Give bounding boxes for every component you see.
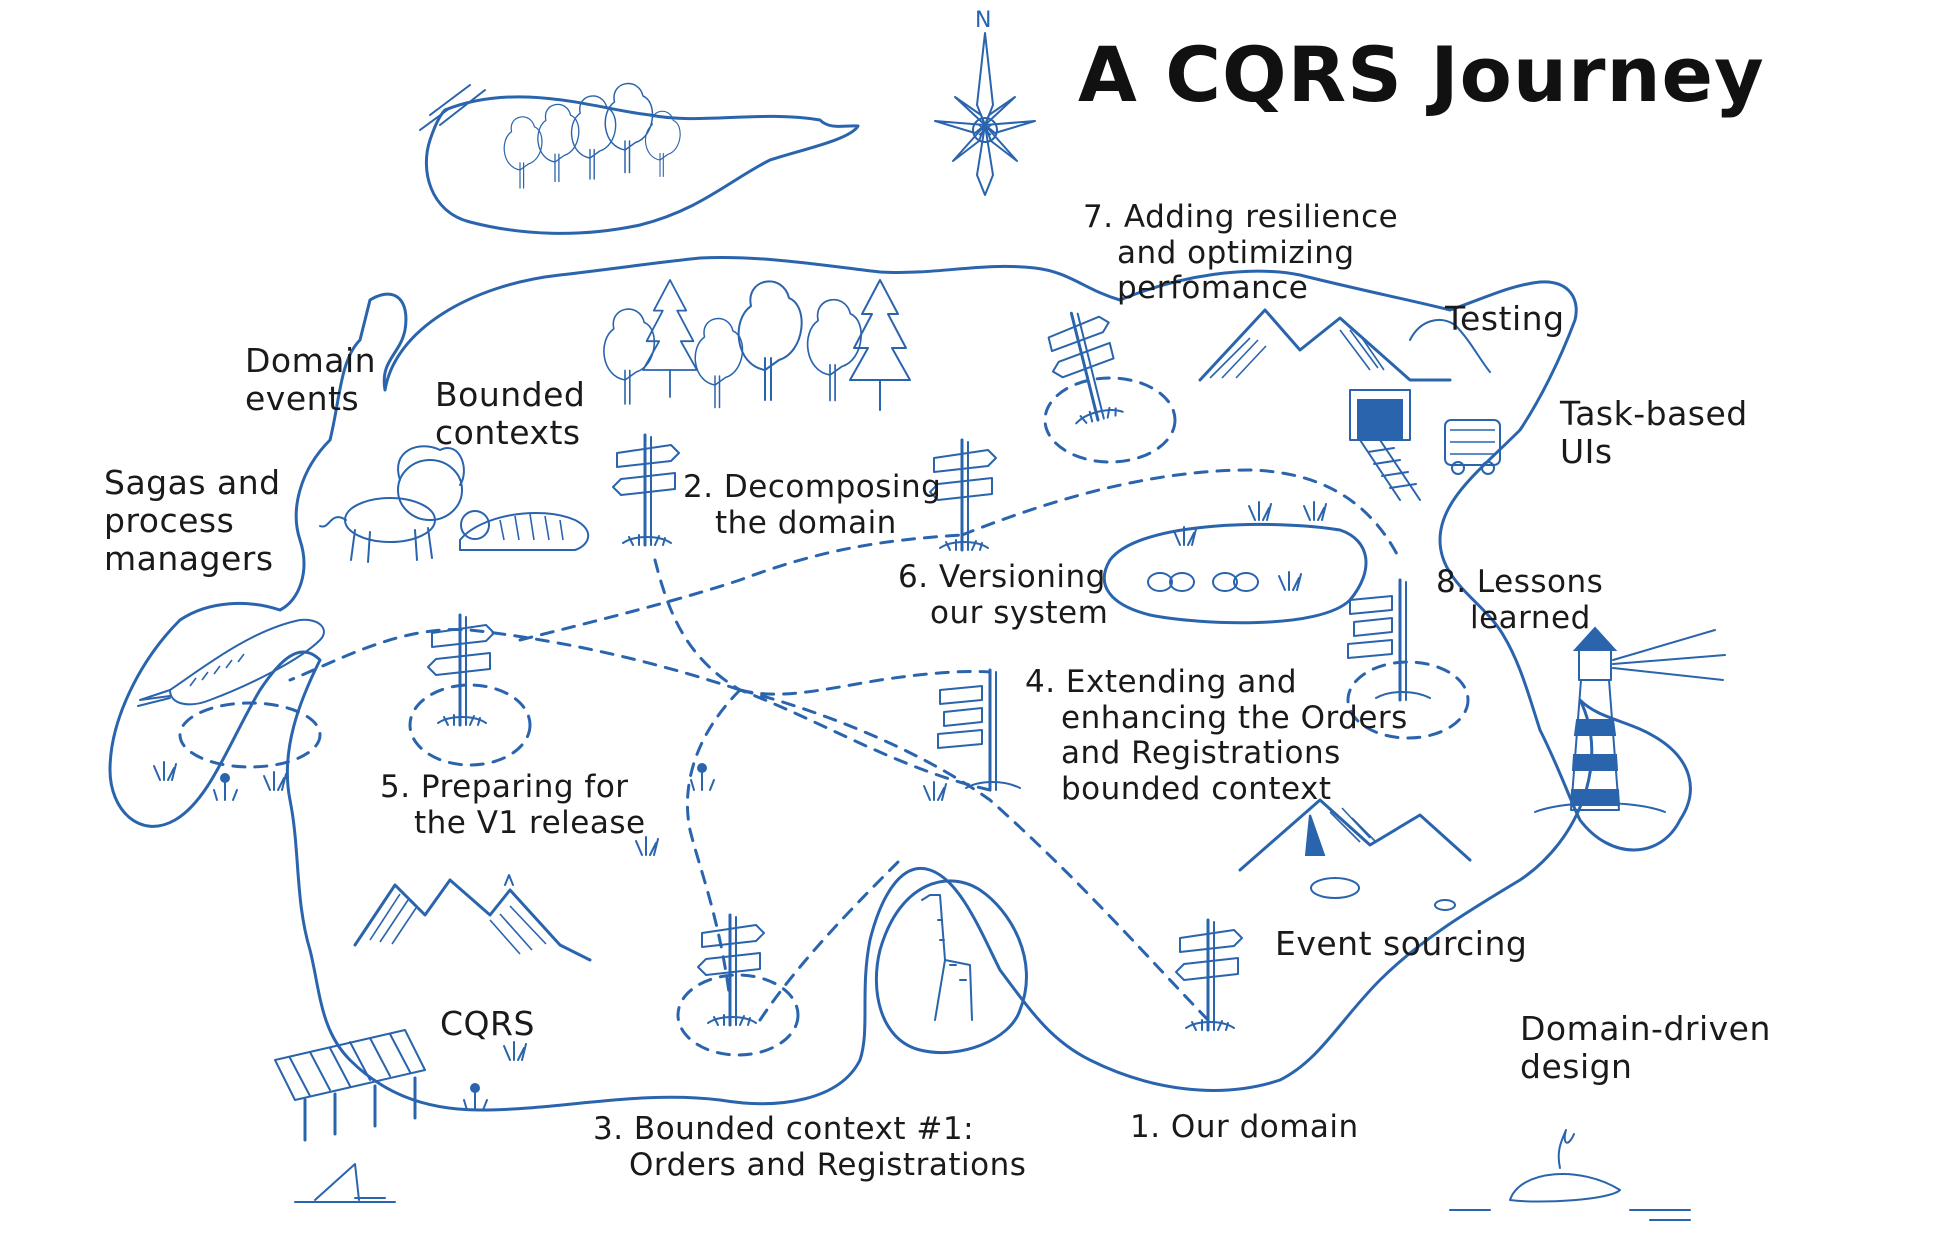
tiger-icon xyxy=(459,510,590,551)
signpost-icon xyxy=(936,668,1022,792)
map-title: A CQRS Journey xyxy=(1078,30,1765,119)
whale-icon xyxy=(1449,1129,1691,1221)
crocodile-icon xyxy=(137,618,325,707)
forest-icon xyxy=(603,279,911,411)
giraffe-enclosure xyxy=(874,879,1028,1055)
stop-6-label: 6. Versioning our system xyxy=(898,559,1109,631)
stop-3-label: 3. Bounded context #1: Orders and Registr… xyxy=(593,1111,1027,1183)
stop-7-label: 7. Adding resilience and optimizing perfom… xyxy=(1083,199,1399,307)
label-task-based-uis: Task-based UIs xyxy=(1560,394,1748,471)
signpost-icon xyxy=(696,913,766,1027)
pond xyxy=(1102,501,1368,625)
mountain-icon xyxy=(1238,798,1472,911)
north-label: N xyxy=(975,8,991,33)
compass-rose-icon: N xyxy=(934,8,1036,196)
mountain-icon xyxy=(353,874,592,962)
journey-paths xyxy=(288,468,1402,1022)
forest-icon xyxy=(503,82,681,189)
signpost-icon xyxy=(611,433,681,547)
signpost-icon xyxy=(1174,918,1244,1032)
label-cqrs: CQRS xyxy=(440,1004,535,1043)
lion-icon xyxy=(319,445,465,563)
giraffe-icon xyxy=(921,894,973,1021)
stop-8-label: 8. Lessons learned xyxy=(1436,564,1604,636)
mine-cart-icon xyxy=(1349,389,1501,501)
stop-1-label: 1. Our domain xyxy=(1130,1109,1359,1145)
upper-island xyxy=(419,82,860,235)
stop-4-label: 4. Extending and enhancing the Orders and … xyxy=(1025,664,1408,807)
lighthouse-icon xyxy=(1534,626,1726,813)
signpost-icon xyxy=(1038,303,1133,430)
label-event-sourcing: Event sourcing xyxy=(1275,924,1528,963)
label-testing: Testing xyxy=(1445,299,1565,338)
mountain-icon xyxy=(1198,308,1491,382)
bicycle-icon xyxy=(1147,572,1259,592)
stop-2-label: 2. Decomposing the domain xyxy=(683,469,942,541)
stop-5-label: 5. Preparing for the V1 release xyxy=(380,769,646,841)
label-bounded-contexts: Bounded contexts xyxy=(435,375,586,452)
label-sagas-process-managers: Sagas and process managers xyxy=(104,463,281,578)
bridge-icon xyxy=(274,1029,426,1142)
label-domain-driven-design: Domain-driven design xyxy=(1520,1009,1771,1086)
main-continent xyxy=(108,255,1692,1112)
label-domain-events: Domain events xyxy=(245,341,377,418)
shark-fin-icon xyxy=(294,1163,396,1203)
